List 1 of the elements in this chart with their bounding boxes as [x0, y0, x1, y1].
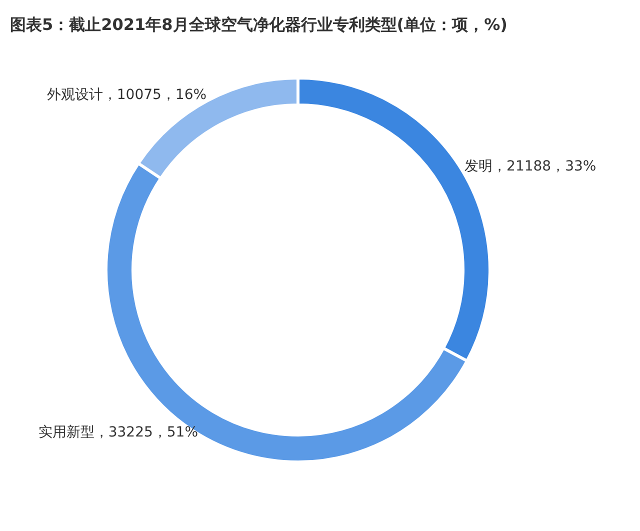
chart-title: 图表5：截止2021年8月全球空气净化器行业专利类型(单位：项，%)	[10, 15, 508, 34]
